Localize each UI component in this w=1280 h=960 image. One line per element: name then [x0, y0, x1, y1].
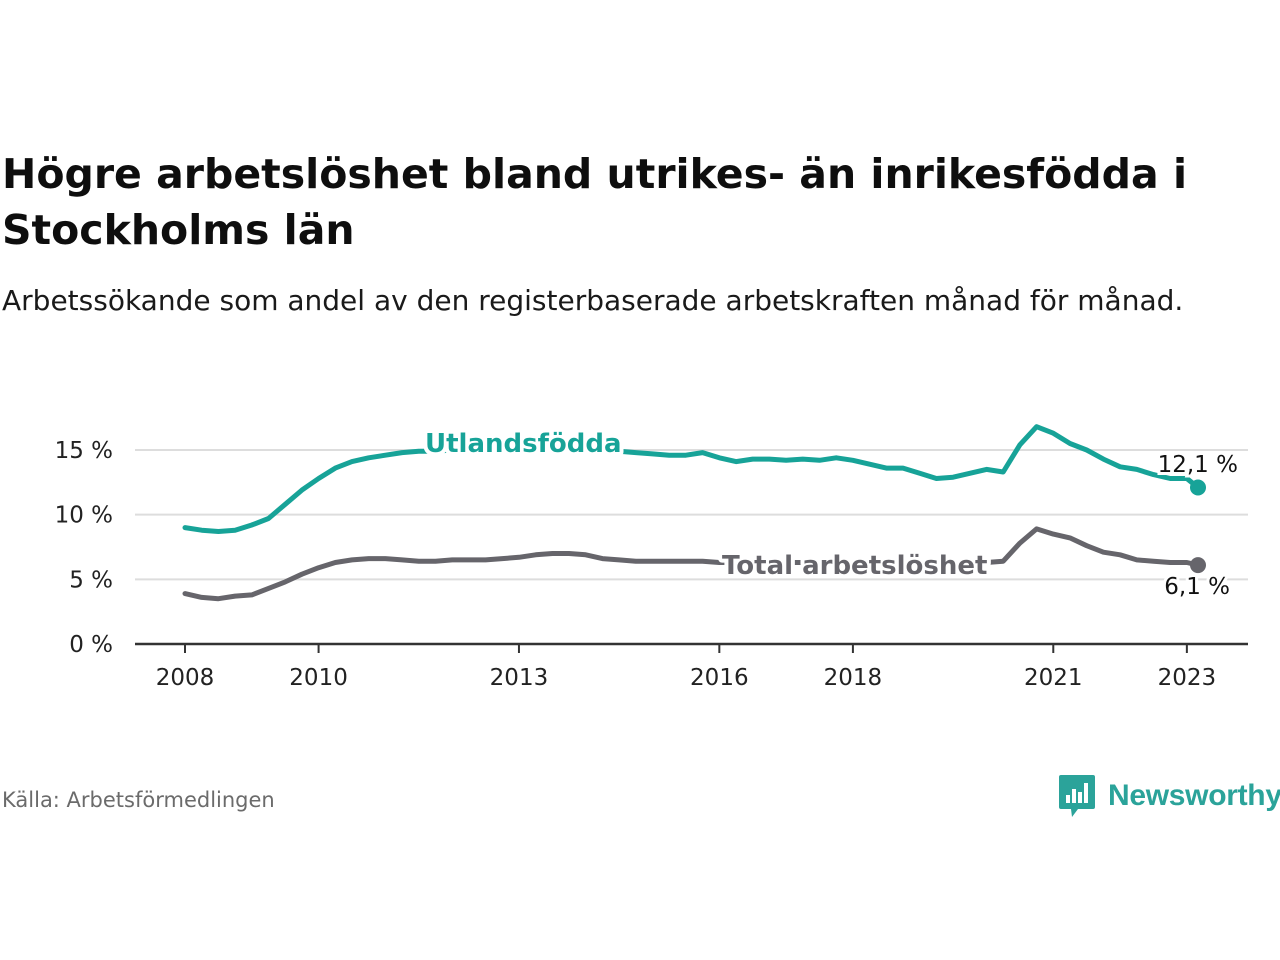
- series-line-0: [182, 424, 1201, 534]
- y-tick-label: 15 %: [55, 438, 113, 464]
- x-tick-label: 2016: [690, 665, 749, 691]
- end-value-label-1: 6,1 %: [1164, 574, 1230, 600]
- brand-logo: Newsworthy: [1058, 772, 1280, 820]
- series-lines: [182, 424, 1206, 602]
- line-chart: 0 %5 %10 %15 % 2008 2010 2013 2016 2018 2021 2…: [55, 424, 1248, 691]
- x-tick-label: 2018: [824, 665, 883, 691]
- gridlines: [135, 449, 1248, 581]
- chart-title: Högre arbetslöshet bland utrikes- än inr…: [2, 150, 1187, 254]
- brand-name: Newsworthy: [1108, 779, 1280, 812]
- series-label-0: Utlandsfödda: [425, 429, 622, 459]
- series-label-1: Total arbetslöshet: [722, 551, 987, 581]
- series-labels: Utlandsfödda Total arbetslöshet 12,1 % 6,1 …: [421, 425, 1241, 603]
- y-tick-label: 0 %: [69, 632, 113, 658]
- y-tick-label: 10 %: [55, 503, 113, 529]
- x-tick-label: 2008: [156, 665, 215, 691]
- source-note: Källa: Arbetsförmedlingen: [2, 788, 275, 812]
- x-tick-label: 2021: [1024, 665, 1083, 691]
- x-axis: 2008 2010 2013 2016 2018 2021 2023: [135, 642, 1248, 691]
- bar-chart-speech-bubble-icon: [1059, 775, 1095, 817]
- series-line-1: [182, 526, 1201, 602]
- x-tick-label: 2013: [490, 665, 549, 691]
- y-tick-label: 5 %: [69, 567, 113, 593]
- y-axis-ticks: 0 % 5 % 10 % 15 %: [55, 438, 113, 658]
- x-tick-label: 2010: [289, 665, 348, 691]
- x-tick-label: 2023: [1158, 665, 1217, 691]
- end-value-label-0: 12,1 %: [1158, 452, 1238, 478]
- end-point-1: [1190, 557, 1206, 574]
- chart-subtitle: Arbetssökande som andel av den registerb…: [2, 284, 1184, 317]
- end-point-0: [1190, 479, 1206, 496]
